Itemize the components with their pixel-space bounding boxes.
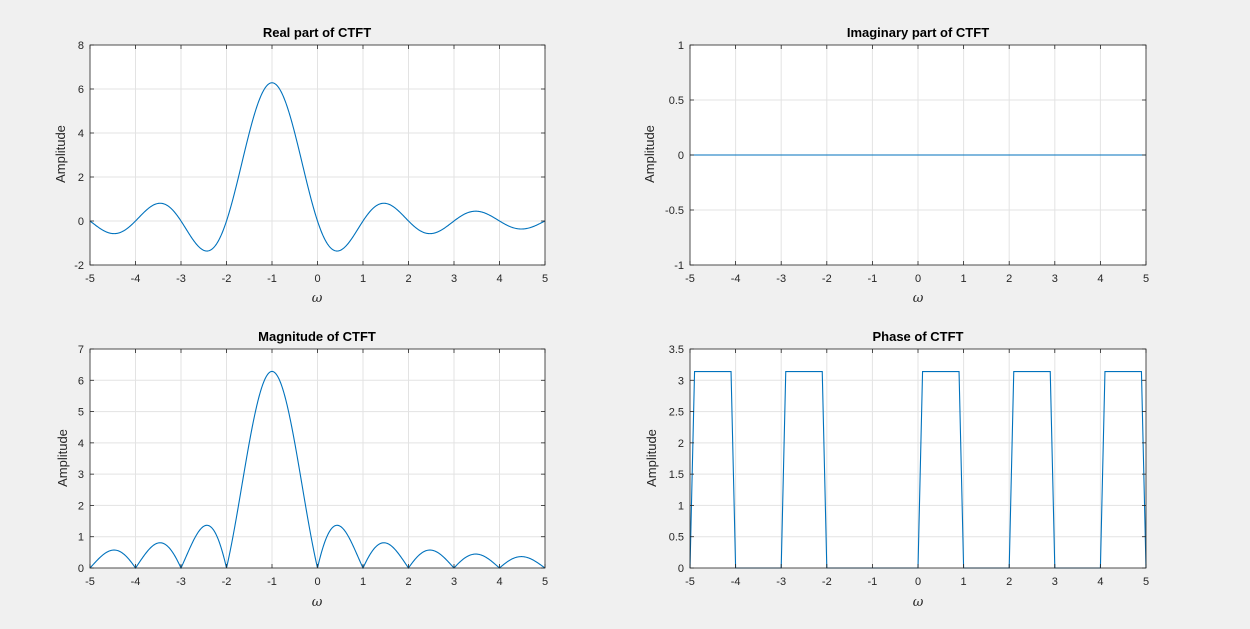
x-tick-label: 0 <box>915 273 921 285</box>
x-tick-label: 3 <box>1052 273 1058 285</box>
subplot-magnitude: Magnitude of CTFT ω Amplitude -5 -4 -3 -2 -1… <box>55 329 548 610</box>
y-tick-label: 1 <box>678 500 684 512</box>
y-axis-label: Amplitude <box>644 429 659 487</box>
x-tick-label: 2 <box>1006 273 1012 285</box>
x-tick-label: -3 <box>776 576 786 588</box>
x-tick-label: -4 <box>731 273 741 285</box>
y-tick-label: 3.5 <box>669 344 684 356</box>
y-tick-label: 1.5 <box>669 469 684 481</box>
y-tick-label: 1 <box>78 532 84 544</box>
x-tick-label: -5 <box>85 273 95 285</box>
x-tick-label: 2 <box>405 576 411 588</box>
y-tick-label: -0.5 <box>665 205 684 217</box>
y-tick-label: 4 <box>78 128 84 140</box>
y-tick-label: -1 <box>674 260 684 272</box>
x-tick-label: -1 <box>267 576 277 588</box>
subplot-real-part: Real part of CTFT ω Amplitude -5 -4 -3 -2 -1… <box>53 25 548 306</box>
y-tick-label: 0 <box>78 563 84 575</box>
y-tick-label: 7 <box>78 344 84 356</box>
x-tick-label: -1 <box>868 576 878 588</box>
y-tick-label: 4 <box>78 438 84 450</box>
plot-title: Real part of CTFT <box>263 25 371 40</box>
x-tick-label: -2 <box>222 273 232 285</box>
x-tick-label: 2 <box>405 273 411 285</box>
y-tick-label: 0 <box>678 150 684 162</box>
y-tick-label: 2 <box>678 438 684 450</box>
y-tick-label: 0.5 <box>669 532 684 544</box>
y-axis-label: Amplitude <box>55 429 70 487</box>
x-tick-label: -5 <box>685 273 695 285</box>
x-tick-label: -5 <box>85 576 95 588</box>
x-tick-label: 4 <box>1097 576 1103 588</box>
series-line <box>89 82 546 252</box>
y-tick-label: -2 <box>74 260 84 272</box>
x-tick-label: 4 <box>1097 273 1103 285</box>
y-tick-label: 2 <box>78 500 84 512</box>
y-tick-label: 6 <box>78 84 84 96</box>
y-tick-label: 3 <box>678 375 684 387</box>
subplot-phase: Phase of CTFT ω Amplitude -5 -4 -3 -2 -1 0 1 2 3… <box>644 329 1149 610</box>
x-tick-label: 3 <box>1052 576 1058 588</box>
y-tick-label: 6 <box>78 375 84 387</box>
y-tick-label: 2 <box>78 172 84 184</box>
x-tick-label: 5 <box>542 576 548 588</box>
y-tick-label: 0 <box>678 563 684 575</box>
x-tick-label: -5 <box>685 576 695 588</box>
x-tick-label: 1 <box>360 273 366 285</box>
y-tick-label: 5 <box>78 407 84 419</box>
x-axis-label: ω <box>312 595 323 610</box>
x-tick-label: -2 <box>822 576 832 588</box>
x-tick-label: 0 <box>314 273 320 285</box>
plot-title: Imaginary part of CTFT <box>847 25 989 40</box>
x-tick-label: 2 <box>1006 576 1012 588</box>
subplot-imaginary-part: Imaginary part of CTFT ω Amplitude -5 -4 -… <box>642 25 1149 306</box>
x-tick-label: 5 <box>542 273 548 285</box>
y-tick-label: 1 <box>678 40 684 52</box>
x-tick-label: 0 <box>915 576 921 588</box>
x-tick-label: -3 <box>176 576 186 588</box>
y-axis-label: Amplitude <box>53 125 68 183</box>
x-tick-label: 3 <box>451 576 457 588</box>
x-tick-label: 1 <box>961 273 967 285</box>
y-axis-label: Amplitude <box>642 125 657 183</box>
x-tick-label: -2 <box>222 576 232 588</box>
x-tick-label: 1 <box>360 576 366 588</box>
y-tick-label: 8 <box>78 40 84 52</box>
x-tick-label: 3 <box>451 273 457 285</box>
x-axis-label: ω <box>913 291 924 306</box>
x-tick-label: -4 <box>131 576 141 588</box>
x-tick-label: 5 <box>1143 273 1149 285</box>
x-tick-label: -3 <box>176 273 186 285</box>
y-tick-label: 2.5 <box>669 407 684 419</box>
x-tick-label: -3 <box>776 273 786 285</box>
x-tick-label: 4 <box>496 576 502 588</box>
x-axis-label: ω <box>913 595 924 610</box>
x-tick-label: -4 <box>131 273 141 285</box>
plot-title: Phase of CTFT <box>872 329 963 344</box>
x-tick-label: -2 <box>822 273 832 285</box>
x-axis-label: ω <box>312 291 323 306</box>
x-tick-label: -1 <box>868 273 878 285</box>
y-tick-label: 0 <box>78 216 84 228</box>
x-tick-label: 4 <box>496 273 502 285</box>
x-tick-label: 0 <box>314 576 320 588</box>
x-tick-label: 5 <box>1143 576 1149 588</box>
x-tick-label: 1 <box>961 576 967 588</box>
plot-title: Magnitude of CTFT <box>258 329 376 344</box>
y-tick-label: 0.5 <box>669 95 684 107</box>
x-tick-label: -1 <box>267 273 277 285</box>
x-tick-label: -4 <box>731 576 741 588</box>
y-tick-label: 3 <box>78 469 84 481</box>
